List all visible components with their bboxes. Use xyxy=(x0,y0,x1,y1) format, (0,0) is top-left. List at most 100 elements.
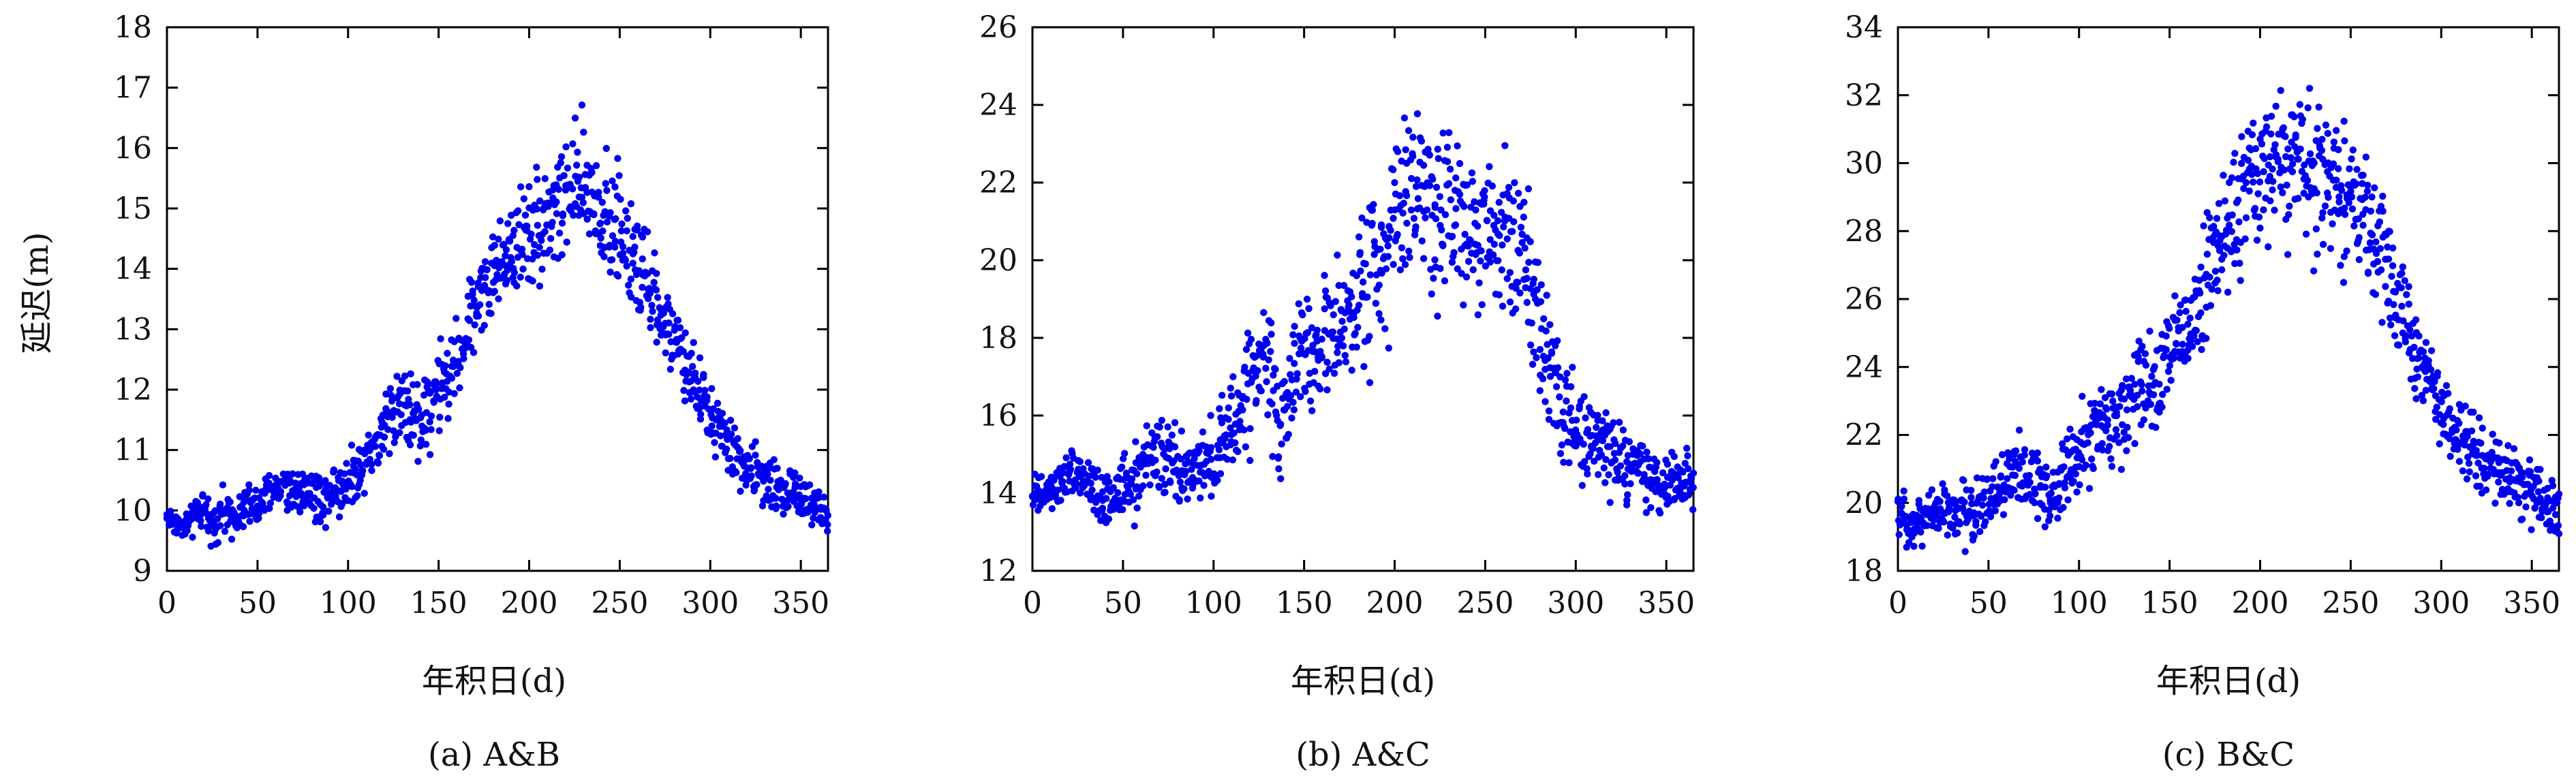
data-point xyxy=(1422,214,1429,221)
data-point xyxy=(1412,223,1420,231)
data-point xyxy=(2158,390,2166,398)
data-point xyxy=(2434,372,2441,380)
data-point xyxy=(752,438,759,445)
data-point xyxy=(1599,437,1607,445)
plot-area: 0 50 100 150 200 250 300 350 12 14 16 18 20 22 24 26 xyxy=(979,10,1698,621)
data-point xyxy=(1414,195,1422,202)
data-point xyxy=(1980,488,1989,496)
data-point xyxy=(1503,235,1511,243)
data-point xyxy=(1498,266,1505,274)
data-point xyxy=(508,257,516,266)
data-point xyxy=(2465,459,2473,467)
data-point xyxy=(2438,398,2445,405)
data-point xyxy=(1311,368,1319,375)
data-point xyxy=(298,470,307,478)
data-point xyxy=(1537,298,1545,306)
data-point xyxy=(1499,241,1506,249)
data-point xyxy=(2184,320,2192,328)
data-point xyxy=(2248,131,2256,139)
data-point xyxy=(1299,311,1306,319)
data-point xyxy=(637,304,645,311)
data-point xyxy=(2006,455,2013,463)
data-point xyxy=(1954,529,1961,537)
data-point xyxy=(2555,530,2563,537)
data-point xyxy=(1109,484,1118,492)
data-point xyxy=(2271,141,2279,148)
data-point xyxy=(2340,279,2348,286)
data-point xyxy=(1984,475,1991,483)
data-point xyxy=(1606,499,1614,506)
data-point xyxy=(1274,454,1282,462)
data-point xyxy=(1335,281,1343,290)
data-point xyxy=(1542,398,1549,405)
data-point xyxy=(2251,204,2259,213)
data-point xyxy=(2453,426,2460,434)
data-point xyxy=(2108,463,2116,470)
data-point xyxy=(533,205,541,213)
data-point xyxy=(2337,187,2346,194)
data-point xyxy=(1208,456,1215,463)
data-point xyxy=(211,507,219,514)
data-point xyxy=(1321,272,1328,279)
data-point xyxy=(2134,403,2141,411)
data-point xyxy=(1247,379,1255,386)
data-point xyxy=(1642,496,1650,504)
data-point xyxy=(1563,369,1571,377)
scatter-series xyxy=(163,101,832,550)
data-point xyxy=(639,233,647,241)
data-point xyxy=(2405,283,2412,290)
data-point xyxy=(2421,368,2429,375)
data-point xyxy=(1267,347,1274,356)
data-point xyxy=(1935,525,1942,532)
data-point xyxy=(1225,416,1232,423)
data-point xyxy=(2011,471,2019,480)
data-point xyxy=(2116,403,2123,410)
data-point xyxy=(1334,349,1341,356)
data-point xyxy=(1530,348,1537,356)
data-point xyxy=(2098,439,2106,448)
data-point xyxy=(1641,475,1649,482)
data-point xyxy=(2236,260,2243,267)
data-point xyxy=(371,443,379,450)
data-point xyxy=(627,200,635,208)
data-point xyxy=(1514,189,1522,197)
data-point xyxy=(1084,459,1092,467)
data-point xyxy=(1490,240,1498,248)
data-point xyxy=(445,401,453,408)
data-point xyxy=(1939,480,1946,488)
data-point xyxy=(1413,110,1422,118)
data-point xyxy=(1184,495,1191,503)
panel-b: 0 50 100 150 200 250 300 350 12 14 16 18 20 22 24 26 年积… xyxy=(979,10,1698,774)
x-tick-label: 200 xyxy=(1366,586,1424,621)
data-point xyxy=(1623,491,1631,499)
data-point xyxy=(384,426,392,433)
data-point xyxy=(1242,443,1249,451)
data-point xyxy=(1542,327,1550,335)
data-point xyxy=(2240,185,2248,192)
data-point xyxy=(696,416,705,423)
data-point xyxy=(1323,358,1331,366)
data-point xyxy=(536,197,544,205)
data-point xyxy=(2472,472,2480,480)
data-point xyxy=(2272,102,2280,110)
data-point xyxy=(2463,475,2471,483)
data-point xyxy=(615,172,623,179)
data-point xyxy=(1556,393,1563,401)
data-point xyxy=(690,339,697,347)
data-point xyxy=(1327,302,1334,310)
data-point xyxy=(2304,104,2312,112)
data-point xyxy=(560,172,568,180)
data-point xyxy=(1445,180,1453,187)
data-point xyxy=(1129,496,1137,503)
data-point xyxy=(2372,291,2380,298)
data-point xyxy=(502,252,509,260)
data-point xyxy=(1644,455,1653,463)
data-point xyxy=(1565,459,1573,467)
data-point xyxy=(2455,401,2464,409)
data-point xyxy=(1999,511,2008,518)
data-point xyxy=(2361,193,2369,201)
data-point xyxy=(2034,515,2042,522)
data-point xyxy=(1270,371,1277,379)
data-point xyxy=(252,486,260,494)
data-point xyxy=(1246,456,1254,465)
